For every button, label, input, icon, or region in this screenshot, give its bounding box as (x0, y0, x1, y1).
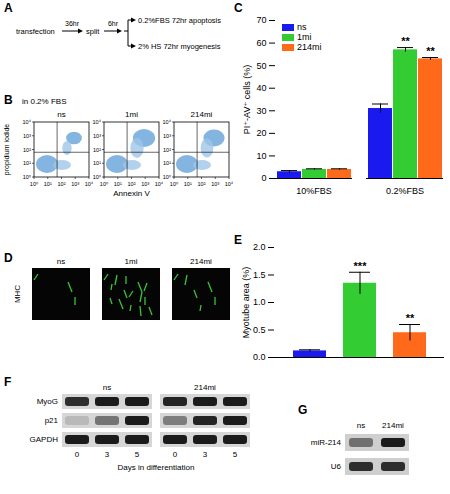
svg-text:3: 3 (203, 450, 208, 459)
svg-text:10³: 10³ (93, 133, 101, 139)
svg-text:10²: 10² (198, 181, 206, 187)
svg-text:10²: 10² (128, 181, 136, 187)
svg-text:10⁰: 10⁰ (93, 174, 102, 180)
svg-text:40: 40 (256, 83, 266, 93)
svg-text:E: E (234, 233, 242, 247)
svg-text:10¹: 10¹ (184, 181, 192, 187)
svg-text:10⁴: 10⁴ (93, 119, 102, 125)
svg-text:transfection: transfection (16, 27, 55, 36)
svg-text:10¹: 10¹ (93, 160, 101, 166)
svg-text:214mi: 214mi (382, 421, 404, 430)
svg-text:ns: ns (57, 257, 65, 266)
svg-text:0: 0 (173, 450, 178, 459)
svg-text:MHC: MHC (13, 285, 22, 303)
svg-text:2.0: 2.0 (253, 242, 266, 252)
svg-text:10³: 10³ (211, 181, 219, 187)
svg-text:propidium iodide: propidium iodide (3, 124, 11, 175)
svg-text:1mi: 1mi (125, 257, 138, 266)
svg-text:0.2%FBS: 0.2%FBS (386, 186, 424, 196)
html-text:214mi: 214mi (297, 42, 322, 52)
svg-text:in 0.2% FBS: in 0.2% FBS (22, 97, 66, 106)
svg-text:Days in differentiation: Days in differentiation (118, 463, 195, 472)
svg-text:***: *** (354, 260, 368, 272)
svg-text:10⁰: 10⁰ (23, 174, 32, 180)
svg-text:10³: 10³ (23, 133, 31, 139)
svg-text:**: ** (426, 45, 435, 57)
svg-text:0: 0 (75, 450, 80, 459)
svg-text:U6: U6 (331, 462, 342, 471)
svg-text:p21: p21 (45, 416, 59, 425)
svg-text:F: F (4, 375, 11, 389)
svg-text:ns: ns (57, 110, 65, 119)
svg-text:miR-214: miR-214 (311, 438, 342, 447)
svg-text:10²: 10² (23, 147, 31, 153)
svg-text:A: A (4, 1, 13, 15)
svg-text:10: 10 (256, 151, 266, 161)
svg-text:30: 30 (256, 106, 266, 116)
svg-text:10¹: 10¹ (114, 181, 122, 187)
svg-text:10¹: 10¹ (163, 160, 171, 166)
svg-text:214mi: 214mi (194, 383, 216, 392)
svg-text:1.0: 1.0 (253, 297, 266, 307)
svg-text:10⁴: 10⁴ (163, 119, 172, 125)
svg-text:36hr: 36hr (65, 20, 80, 27)
svg-text:ns: ns (103, 383, 111, 392)
svg-text:10⁴: 10⁴ (155, 181, 164, 187)
svg-text:PI⁺-AV⁺ cells (%): PI⁺-AV⁺ cells (%) (242, 65, 252, 134)
svg-text:10²: 10² (93, 147, 101, 153)
svg-text:50: 50 (256, 61, 266, 71)
svg-text:214mi: 214mi (191, 110, 213, 119)
svg-text:10⁴: 10⁴ (85, 181, 94, 187)
svg-text:10%FBS: 10%FBS (296, 186, 332, 196)
svg-text:5: 5 (233, 450, 238, 459)
html-text:1mi: 1mi (297, 32, 312, 42)
svg-text:0.5: 0.5 (253, 325, 266, 335)
svg-text:ns: ns (357, 421, 365, 430)
svg-text:2% HS 72hr myogenesis: 2% HS 72hr myogenesis (138, 42, 221, 51)
svg-text:60: 60 (256, 38, 266, 48)
svg-text:**: ** (401, 35, 410, 47)
svg-text:10¹: 10¹ (23, 160, 31, 166)
svg-text:B: B (4, 93, 13, 107)
svg-text:MyoG: MyoG (37, 397, 58, 406)
svg-text:10⁰: 10⁰ (100, 181, 109, 187)
svg-text:Annexin V: Annexin V (113, 189, 150, 198)
svg-text:0: 0 (261, 173, 266, 183)
svg-text:10²: 10² (58, 181, 66, 187)
svg-text:10³: 10³ (71, 181, 79, 187)
svg-text:10¹: 10¹ (44, 181, 52, 187)
svg-text:70: 70 (256, 15, 266, 25)
svg-text:10⁰: 10⁰ (170, 181, 179, 187)
svg-text:3: 3 (105, 450, 110, 459)
svg-text:5: 5 (135, 450, 140, 459)
svg-text:C: C (234, 1, 243, 15)
svg-text:split: split (86, 27, 100, 36)
svg-text:G: G (298, 403, 307, 417)
html-text:ns: ns (297, 22, 307, 32)
svg-text:D: D (4, 251, 13, 265)
svg-text:**: ** (406, 312, 415, 324)
svg-text:6hr: 6hr (108, 20, 119, 27)
svg-text:10³: 10³ (141, 181, 149, 187)
svg-text:1mi: 1mi (125, 110, 138, 119)
svg-text:10⁴: 10⁴ (225, 181, 234, 187)
svg-text:10²: 10² (163, 147, 171, 153)
svg-text:10⁴: 10⁴ (23, 119, 32, 125)
svg-text:20: 20 (256, 128, 266, 138)
svg-text:10⁰: 10⁰ (30, 181, 39, 187)
svg-text:10³: 10³ (163, 133, 171, 139)
svg-text:214mi: 214mi (190, 257, 212, 266)
svg-text:1.5: 1.5 (253, 270, 266, 280)
svg-text:0.0: 0.0 (253, 352, 266, 362)
svg-text:Myotube area (%): Myotube area (%) (241, 267, 251, 339)
svg-text:10⁰: 10⁰ (163, 174, 172, 180)
svg-text:0.2%FBS 72hr apoptosis: 0.2%FBS 72hr apoptosis (138, 16, 221, 25)
svg-text:GAPDH: GAPDH (30, 435, 59, 444)
